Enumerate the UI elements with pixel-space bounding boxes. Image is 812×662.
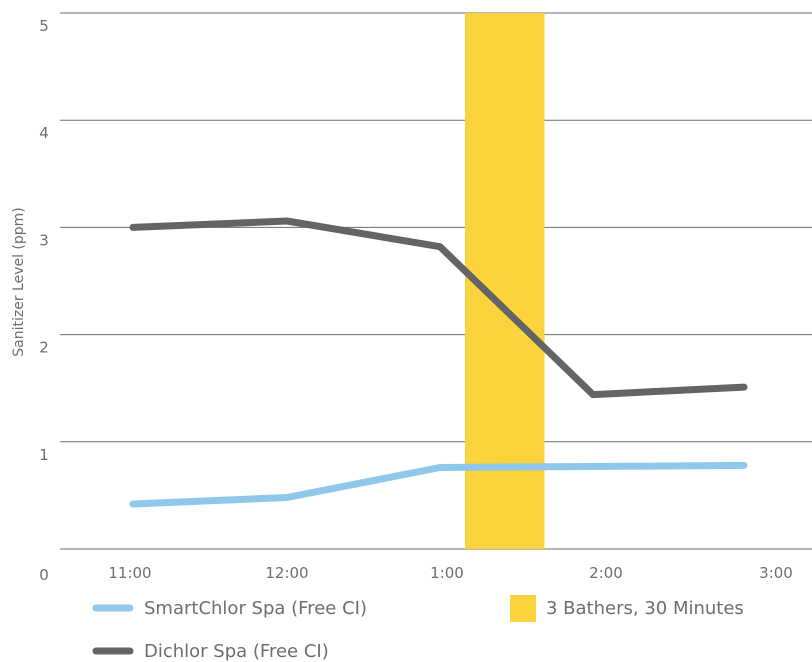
legend-label: Dichlor Spa (Free CI): [144, 641, 329, 662]
x-axis-ticks: 11:00 12:00 1:00 2:00 3:00: [108, 564, 792, 582]
x-tick-label: 1:00: [430, 564, 464, 582]
series-line-0: [129, 461, 748, 508]
legend-swatch: [510, 595, 536, 622]
y-axis-label: Sanitizer Level (ppm): [11, 207, 27, 357]
y-tick-label: 2: [39, 339, 49, 357]
y-axis-ticks: 0 1 2 3 4 5: [39, 17, 49, 584]
series-line-1: [129, 217, 748, 399]
x-tick-label: 3:00: [759, 564, 793, 582]
y-tick-label: 3: [39, 231, 49, 249]
legend-label: 3 Bathers, 30 Minutes: [546, 598, 744, 619]
series-lines: [129, 217, 748, 508]
legend-item-1: Dichlor Spa (Free CI): [92, 641, 329, 662]
y-tick-label: 0: [39, 566, 49, 584]
x-tick-label: 11:00: [108, 564, 151, 582]
legend: SmartChlor Spa (Free CI) Dichlor Spa (Fre…: [92, 595, 744, 662]
legend-item-0: SmartChlor Spa (Free CI): [92, 598, 367, 619]
x-tick-label: 2:00: [589, 564, 623, 582]
legend-item-annotation-0: 3 Bathers, 30 Minutes: [510, 595, 744, 622]
legend-label: SmartChlor Spa (Free CI): [144, 598, 367, 619]
x-tick-label: 12:00: [265, 564, 308, 582]
y-tick-label: 5: [39, 17, 49, 35]
y-tick-label: 4: [39, 124, 49, 142]
y-tick-label: 1: [39, 446, 49, 464]
